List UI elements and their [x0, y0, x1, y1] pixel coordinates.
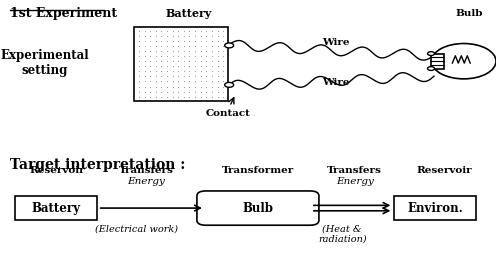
Circle shape [428, 52, 434, 55]
Bar [134, 27, 228, 101]
Text: Wire: Wire [322, 78, 350, 88]
Text: 1st Experiment: 1st Experiment [10, 7, 117, 20]
FancyBboxPatch shape [15, 196, 97, 220]
Text: Reservoir: Reservoir [29, 166, 85, 175]
Text: Battery: Battery [31, 202, 80, 215]
Text: Battery: Battery [165, 8, 212, 19]
Text: Experimental
setting: Experimental setting [0, 49, 89, 76]
Text: Bulb: Bulb [243, 202, 273, 215]
Circle shape [225, 43, 234, 48]
Text: Wire: Wire [322, 38, 350, 47]
Text: Environ.: Environ. [407, 202, 463, 215]
Circle shape [432, 44, 496, 79]
Text: (Electrical work): (Electrical work) [95, 224, 178, 233]
Text: Target interpretation :: Target interpretation : [10, 158, 186, 172]
Text: Energy: Energy [127, 177, 165, 186]
Text: Transfers: Transfers [327, 166, 382, 175]
Bar [431, 54, 444, 69]
Text: Contact: Contact [206, 109, 250, 118]
FancyBboxPatch shape [197, 191, 319, 225]
Circle shape [428, 67, 434, 70]
Text: Bulb: Bulb [455, 9, 483, 18]
Text: Transfers: Transfers [119, 166, 174, 175]
FancyBboxPatch shape [394, 196, 476, 220]
Text: Energy: Energy [336, 177, 373, 186]
Circle shape [225, 82, 234, 87]
Text: (Heat &
radiation): (Heat & radiation) [318, 224, 367, 244]
Text: Transformer: Transformer [222, 166, 294, 175]
Text: Reservoir: Reservoir [416, 166, 472, 175]
